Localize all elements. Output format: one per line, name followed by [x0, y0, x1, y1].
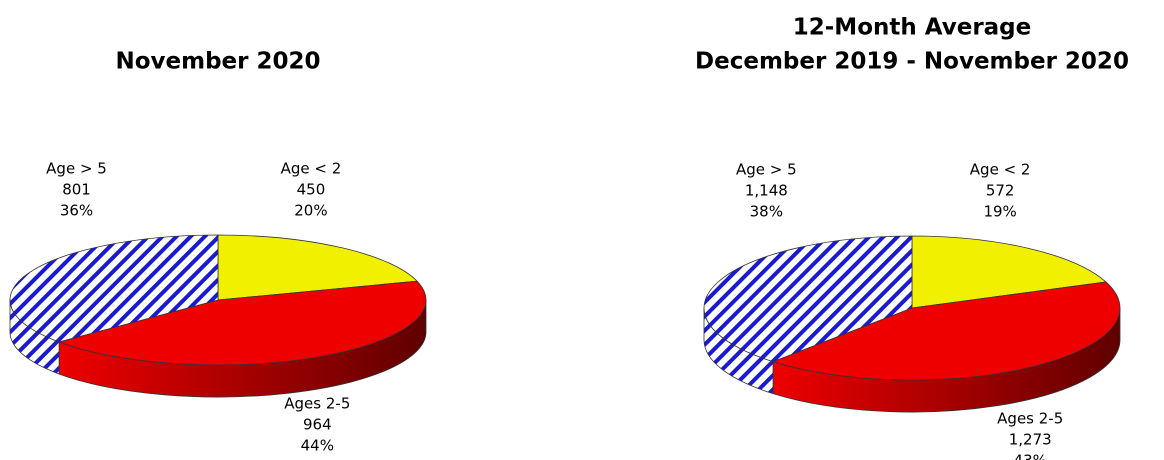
- value-label: 801: [62, 181, 91, 199]
- pie-slice: [217, 234, 418, 301]
- percent-label: 19%: [983, 203, 1016, 221]
- chart-title: 12-Month Average: [793, 15, 1032, 41]
- slice-label: Age > 5: [736, 161, 797, 179]
- percent-label: 38%: [750, 203, 783, 221]
- pie-slice: [9, 234, 219, 343]
- slice-label: Age > 5: [46, 160, 107, 178]
- percent-label: 44%: [301, 437, 334, 455]
- slice-label: Age < 2: [281, 160, 342, 178]
- pie-slice: [703, 235, 913, 362]
- value-label: 1,148: [745, 182, 788, 200]
- slice-label: Age < 2: [970, 161, 1031, 179]
- value-label: 1,273: [1009, 431, 1052, 449]
- value-label: 572: [986, 182, 1015, 200]
- chart-subtitle: December 2019 - November 2020: [695, 49, 1129, 75]
- pie-slice: [911, 235, 1107, 309]
- pie-slice: [57, 280, 427, 366]
- pie-slice: [771, 281, 1121, 381]
- percent-label: 43%: [1014, 452, 1047, 460]
- value-label: 964: [303, 416, 332, 434]
- value-label: 450: [297, 181, 326, 199]
- chart-title: November 2020: [115, 49, 320, 75]
- slice-label: Ages 2-5: [284, 395, 350, 413]
- percent-label: 20%: [294, 202, 327, 220]
- slice-label: Ages 2-5: [997, 410, 1063, 428]
- percent-label: 36%: [60, 202, 93, 220]
